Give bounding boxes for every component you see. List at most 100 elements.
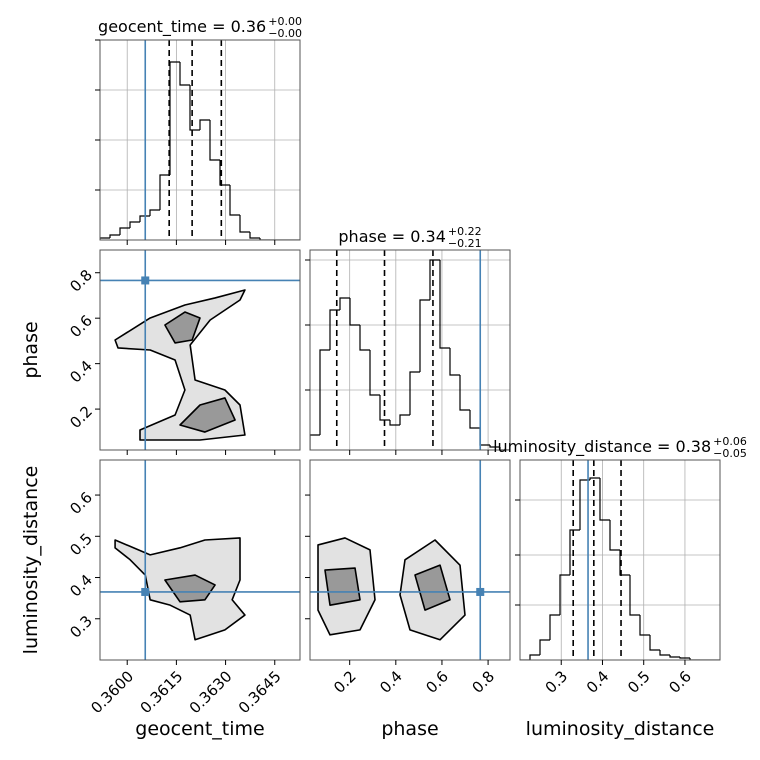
histogram-bin xyxy=(329,309,340,350)
histogram-bin xyxy=(439,260,450,349)
histogram-bin xyxy=(259,238,270,240)
histogram-bin xyxy=(129,221,140,228)
histogram-bin xyxy=(599,478,610,521)
plot-area xyxy=(310,460,510,660)
y-tick-label: 0.2 xyxy=(66,402,96,432)
histogram-bin xyxy=(489,445,500,448)
contour xyxy=(324,567,361,606)
histogram-bin xyxy=(469,410,480,429)
title-lower: −0.21 xyxy=(448,237,482,250)
histogram-bin xyxy=(639,615,650,636)
histogram-bin xyxy=(109,234,120,238)
plot-area xyxy=(100,250,300,450)
title-upper: +0.00 xyxy=(268,15,302,28)
histogram-bin xyxy=(179,62,190,86)
panel: 0.3 0.4 0.5 0.6 luminosity_distance luminosit… xyxy=(493,435,747,740)
x-tick-label: 0.6 xyxy=(422,667,452,697)
histogram-bin xyxy=(679,657,690,659)
contour xyxy=(179,397,236,433)
truth-marker xyxy=(476,587,485,596)
x-tick-label: 0.6 xyxy=(665,667,695,697)
y-tick-label: 0.5 xyxy=(66,530,96,560)
plot-area xyxy=(310,250,510,450)
x-tick-label: 0.3645 xyxy=(235,667,285,717)
axes-frame xyxy=(309,249,511,451)
histogram-bin xyxy=(319,349,330,435)
plot-area xyxy=(100,40,300,240)
histogram-bin xyxy=(529,654,540,660)
histogram-bin xyxy=(459,375,470,411)
panel-title: geocent_time = 0.36 xyxy=(98,17,266,37)
panel-title: luminosity_distance = 0.38 xyxy=(493,437,711,457)
panel: 0.2 0.4 0.6 0.8 phase xyxy=(20,249,301,455)
histogram-bin xyxy=(229,185,240,216)
title-lower: −0.00 xyxy=(268,27,302,40)
histogram-bin xyxy=(649,635,660,651)
truth-marker xyxy=(141,587,150,596)
axes-frame xyxy=(99,459,301,661)
histogram-bin xyxy=(339,297,350,310)
plot-area xyxy=(520,460,720,660)
histogram-bin xyxy=(659,650,670,656)
histogram-bin xyxy=(539,639,550,655)
contour xyxy=(164,311,201,344)
x-tick-label: 0.5 xyxy=(624,667,654,697)
axes-frame xyxy=(309,459,511,661)
histogram-bin xyxy=(419,299,430,372)
histogram-bin xyxy=(209,120,220,161)
x-axis-label: phase xyxy=(381,718,438,740)
histogram-bin xyxy=(499,447,510,450)
histogram-bin xyxy=(409,371,420,415)
histogram-bin xyxy=(249,232,260,239)
histogram-bin xyxy=(219,160,230,186)
x-axis-label: luminosity_distance xyxy=(526,718,715,740)
histogram-bin xyxy=(100,237,110,240)
histogram-bin xyxy=(569,529,580,575)
histogram-bin xyxy=(359,325,370,351)
histogram-bin xyxy=(609,520,620,551)
panel-title: phase = 0.34 xyxy=(338,227,445,246)
histogram-bin xyxy=(629,575,640,616)
histogram-bin xyxy=(549,614,560,640)
histogram-bin xyxy=(689,658,700,660)
x-tick-label: 0.3 xyxy=(542,667,572,697)
panel: phase = 0.34 +0.22−0.21 xyxy=(305,225,511,455)
histogram-bin xyxy=(669,655,680,658)
y-tick-label: 0.8 xyxy=(66,266,96,296)
x-tick-label: 0.2 xyxy=(330,667,360,697)
y-tick-label: 0.3 xyxy=(66,612,96,642)
histogram-bin xyxy=(379,395,390,421)
y-axis-label: phase xyxy=(20,321,42,378)
truth-marker xyxy=(141,276,150,285)
y-tick-label: 0.4 xyxy=(66,357,96,387)
histogram-bin xyxy=(349,298,360,326)
title-upper: +0.06 xyxy=(713,435,747,448)
histogram-bin xyxy=(579,479,590,530)
plot-area xyxy=(100,460,300,660)
histogram-bin xyxy=(139,215,150,222)
title-upper: +0.22 xyxy=(448,225,482,238)
panel: geocent_time = 0.36 +0.00−0.00 xyxy=(95,15,302,245)
panel: 0.3600 0.3615 0.3630 0.3645 0.3 0.4 0.5 0.6 geoc… xyxy=(20,459,301,740)
histogram-bin xyxy=(399,414,410,425)
histogram-bin xyxy=(449,348,460,376)
x-tick-label: 0.8 xyxy=(468,667,498,697)
histogram-bin xyxy=(310,434,320,450)
histogram-bin xyxy=(199,119,210,130)
title-lower: −0.05 xyxy=(713,447,747,460)
histogram-bin xyxy=(189,85,200,131)
histogram-bin xyxy=(149,209,160,216)
histogram-bin xyxy=(559,574,570,615)
y-axis-label: luminosity_distance xyxy=(20,466,42,655)
x-tick-label: 0.3615 xyxy=(137,667,187,717)
y-tick-label: 0.4 xyxy=(66,571,96,601)
histogram-bin xyxy=(369,350,380,396)
histogram-bin xyxy=(169,61,180,175)
x-axis-label: geocent_time xyxy=(135,718,264,740)
axes-frame xyxy=(99,249,301,451)
axes-frame xyxy=(519,459,721,661)
x-tick-label: 0.4 xyxy=(376,667,406,697)
histogram-bin xyxy=(119,227,130,235)
contour xyxy=(414,564,451,611)
